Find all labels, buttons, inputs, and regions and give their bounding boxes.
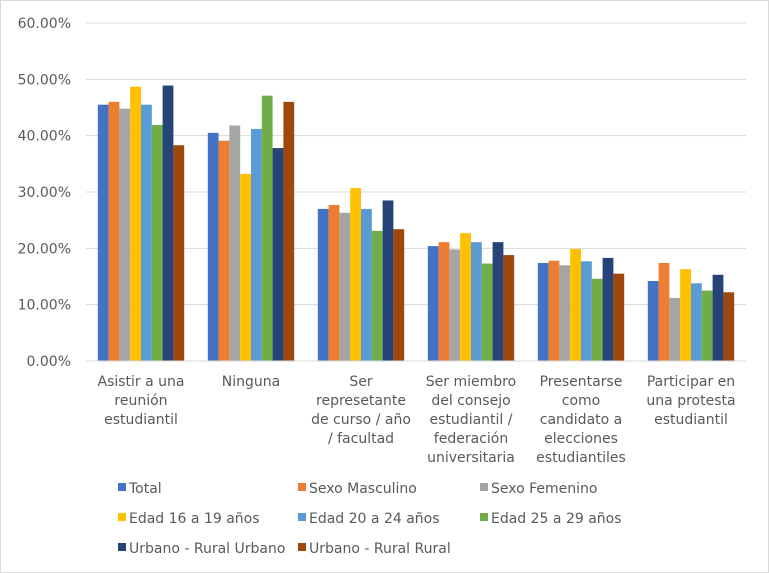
x-category-label: federación <box>434 431 508 447</box>
bar-7-0 <box>173 145 185 361</box>
bar-1-2 <box>328 204 340 361</box>
y-tick-label: 40.00% <box>18 129 71 145</box>
bar-0-3 <box>427 246 439 361</box>
legend-swatch <box>480 513 488 521</box>
bar-2-0 <box>119 108 131 361</box>
bar-4-2 <box>361 208 372 361</box>
x-category-label: represetante <box>316 393 406 409</box>
bar-0-4 <box>537 262 549 361</box>
bar-1-1 <box>218 140 230 361</box>
bar-0-0 <box>97 104 109 362</box>
legend-swatch <box>118 543 126 551</box>
bar-0-2 <box>317 208 329 361</box>
bar-6-5 <box>712 274 724 361</box>
bar-4-0 <box>141 104 152 362</box>
x-category-label: Asistir a una <box>98 374 185 390</box>
x-category-label: estudiantil <box>654 412 728 428</box>
legend-swatch <box>298 513 306 521</box>
x-category-label: Ser <box>349 374 373 390</box>
bar-7-1 <box>283 101 295 362</box>
bar-5-5 <box>701 290 713 361</box>
bar-3-5 <box>680 269 691 361</box>
bar-0-5 <box>647 281 659 361</box>
x-category-label: elecciones <box>544 431 618 447</box>
bar-7-5 <box>723 292 735 361</box>
bar-5-3 <box>481 263 493 361</box>
bar-1-5 <box>658 262 670 361</box>
bar-5-2 <box>371 230 383 361</box>
x-category-label: estudiantil <box>104 412 178 428</box>
bar-6-4 <box>602 257 614 361</box>
bar-4-3 <box>471 242 482 361</box>
bar-1-0 <box>108 101 120 362</box>
legend-swatch <box>298 483 306 491</box>
bar-5-4 <box>591 278 603 361</box>
y-tick-label: 60.00% <box>18 16 71 32</box>
bar-0-1 <box>207 132 219 361</box>
x-category-label: estudiantil / <box>430 412 513 428</box>
y-tick-label: 50.00% <box>18 72 71 88</box>
bar-4-1 <box>251 128 262 361</box>
bar-4-5 <box>691 283 702 361</box>
x-category-label: estudiantiles <box>536 450 626 466</box>
x-category-label: reunión <box>114 393 167 409</box>
x-category-label: Presentarse <box>540 374 623 390</box>
bar-6-1 <box>272 148 284 361</box>
legend-label: Sexo Masculino <box>309 481 417 497</box>
legend-swatch <box>298 543 306 551</box>
bar-6-2 <box>382 200 394 361</box>
bar-7-4 <box>613 273 625 361</box>
bar-3-0 <box>130 86 141 361</box>
bar-7-3 <box>503 255 515 361</box>
x-category-label: / facultad <box>328 431 394 447</box>
bar-3-4 <box>570 248 581 361</box>
legend-swatch <box>118 513 126 521</box>
x-category-label: de curso / año <box>311 412 411 428</box>
bar-2-5 <box>669 297 681 361</box>
bar-2-1 <box>229 125 241 361</box>
x-category-label: del consejo <box>431 393 510 409</box>
bar-3-2 <box>350 188 361 361</box>
y-tick-label: 10.00% <box>18 298 71 314</box>
bar-6-0 <box>162 85 174 361</box>
bar-2-3 <box>449 249 461 361</box>
legend-swatch <box>118 483 126 491</box>
legend-swatch <box>480 483 488 491</box>
bar-3-3 <box>460 233 471 361</box>
bar-2-4 <box>559 265 571 361</box>
legend-label: Urbano - Rural Rural <box>309 541 451 557</box>
legend-label: Sexo Femenino <box>491 481 597 497</box>
x-category-label: Participar en <box>647 374 735 390</box>
legend-label: Edad 20 a 24 años <box>309 511 440 527</box>
x-category-label: como <box>562 393 600 409</box>
bar-6-3 <box>492 242 504 361</box>
legend-label: Total <box>128 481 162 497</box>
bar-2-2 <box>339 212 351 361</box>
y-tick-label: 30.00% <box>18 185 71 201</box>
x-category-label: una protesta <box>646 393 735 409</box>
x-category-label: universitaria <box>427 450 515 466</box>
legend-label: Urbano - Rural Urbano <box>129 541 285 557</box>
bar-1-3 <box>438 242 450 361</box>
y-tick-label: 0.00% <box>27 354 71 370</box>
bar-3-1 <box>240 173 251 361</box>
bar-7-2 <box>393 229 405 361</box>
bar-1-4 <box>548 260 560 361</box>
bar-5-0 <box>151 124 163 362</box>
legend-label: Edad 16 a 19 años <box>129 511 260 527</box>
bar-5-1 <box>261 95 273 362</box>
x-category-label: Ninguna <box>222 374 280 390</box>
x-category-label: Ser miembro <box>426 374 516 390</box>
y-tick-label: 20.00% <box>18 241 71 257</box>
legend-label: Edad 25 a 29 años <box>491 511 622 527</box>
bar-4-4 <box>581 261 592 361</box>
x-category-label: candidato a <box>540 412 622 428</box>
